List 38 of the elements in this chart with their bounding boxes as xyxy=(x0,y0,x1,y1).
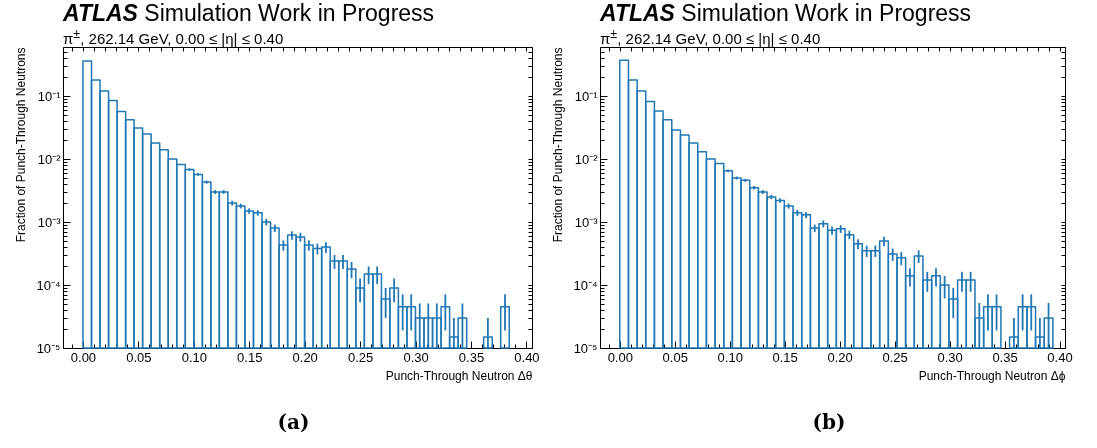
chart-subtitle: π$^{±}$, 262.14 GeV, 0.00 ≤ |η| ≤ 0.40 xyxy=(63,27,284,47)
x-tick-label: 0.25 xyxy=(882,349,908,365)
y-tick-label: 10⁻¹ xyxy=(37,88,62,104)
x-tick-label: 0.00 xyxy=(607,349,633,365)
y-axis-title: Fraction of Punch-Through Neutrons xyxy=(14,47,29,243)
y-tick-label: 10⁻⁴ xyxy=(36,277,61,293)
x-tick-label: 0.20 xyxy=(292,349,318,365)
y-tick-label: 10⁻² xyxy=(574,151,599,167)
x-tick-label: 0.40 xyxy=(514,349,540,365)
x-tick-label: 0.30 xyxy=(403,349,429,365)
y-tick-label: 10⁻⁴ xyxy=(573,277,598,293)
x-tick-label: 0.10 xyxy=(717,349,743,365)
y-tick-label: 10⁻⁵ xyxy=(573,340,598,356)
y-tick-label: 10⁻¹ xyxy=(574,88,599,104)
x-tick-label: 0.35 xyxy=(992,349,1018,365)
text: (b) xyxy=(812,410,846,434)
x-tick-label: 0.10 xyxy=(181,349,207,365)
x-axis-title: Punch-Through Neutron Δθ xyxy=(385,368,533,383)
text: (a) xyxy=(277,410,310,434)
x-axis-title: Punch-Through Neutron Δϕ xyxy=(918,368,1066,383)
y-tick-label: 10⁻³ xyxy=(37,214,62,230)
x-tick-label: 0.25 xyxy=(347,349,374,365)
x-tick-label: 0.05 xyxy=(126,349,152,365)
x-tick-label: 0.35 xyxy=(458,349,485,365)
chart-subtitle: π$^{±}$, 262.14 GeV, 0.00 ≤ |η| ≤ 0.40 xyxy=(600,27,821,47)
x-tick-label: 0.15 xyxy=(772,349,798,365)
chart-title: ATLAS Simulation Work in Progress xyxy=(63,0,435,26)
chart-title: ATLAS Simulation Work in Progress xyxy=(600,0,972,26)
x-tick-label: 0.30 xyxy=(937,349,963,365)
x-tick-label: 0.15 xyxy=(237,349,263,365)
y-tick-label: 10⁻⁵ xyxy=(36,340,61,356)
x-tick-label: 0.40 xyxy=(1047,349,1073,365)
y-axis-title: Fraction of Punch-Through Neutrons xyxy=(551,47,566,243)
x-tick-label: 0.00 xyxy=(70,349,97,365)
x-tick-label: 0.20 xyxy=(827,349,853,365)
y-tick-label: 10⁻² xyxy=(37,151,62,167)
y-tick-label: 10⁻³ xyxy=(574,214,599,230)
x-tick-label: 0.05 xyxy=(662,349,688,365)
